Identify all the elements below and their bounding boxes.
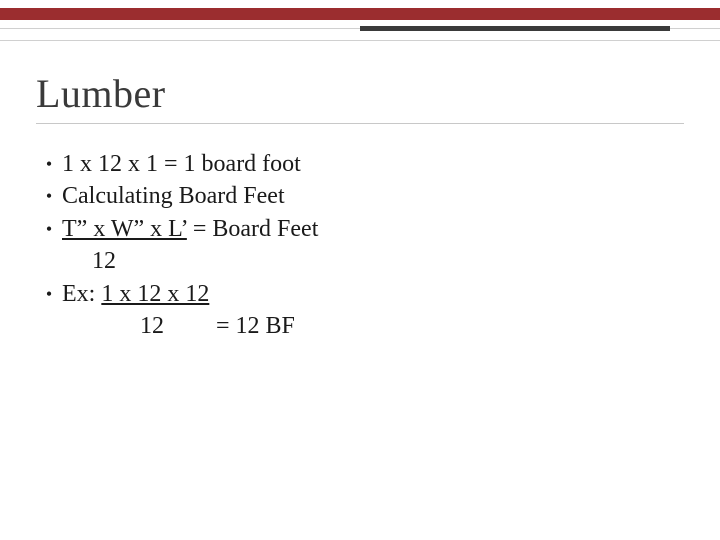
bullet-item-3: • T” x W” x L’ = Board Feet xyxy=(36,213,684,245)
accent-red-bar xyxy=(0,8,720,20)
example-numerator: 1 x 12 x 12 xyxy=(101,281,209,307)
bullet-marker-icon: • xyxy=(36,148,62,180)
bullet-item-4: • Ex: 1 x 12 x 12 xyxy=(36,278,684,310)
rule-line-2 xyxy=(0,40,720,41)
slide-body: • 1 x 12 x 1 = 1 board foot • Calculatin… xyxy=(36,148,684,342)
example-prefix: Ex: xyxy=(62,281,101,307)
bullet-text: Ex: 1 x 12 x 12 xyxy=(62,278,684,310)
formula-equals: = Board Feet xyxy=(187,216,319,242)
bullet-marker-icon: • xyxy=(36,213,62,245)
bullet-text: T” x W” x L’ = Board Feet xyxy=(62,213,684,245)
bullet-item-1: • 1 x 12 x 1 = 1 board foot xyxy=(36,148,684,180)
formula-denominator: 12 xyxy=(92,248,116,274)
example-denominator-row: 12= 12 BF xyxy=(36,310,684,342)
bullet-item-2: • Calculating Board Feet xyxy=(36,180,684,212)
slide-top-border xyxy=(0,0,720,48)
bullet-marker-icon: • xyxy=(36,180,62,212)
bullet-marker-icon: • xyxy=(36,278,62,310)
slide-title: Lumber xyxy=(36,70,684,124)
example-denominator: 12 xyxy=(140,313,164,339)
formula-numerator: T” x W” x L’ xyxy=(62,216,187,242)
slide-content: Lumber • 1 x 12 x 1 = 1 board foot • Cal… xyxy=(0,48,720,342)
bullet-text: Calculating Board Feet xyxy=(62,180,684,212)
example-result: = 12 BF xyxy=(164,310,295,342)
bullet-text: 1 x 12 x 1 = 1 board foot xyxy=(62,148,684,180)
formula-denominator-row: 12 xyxy=(36,245,684,277)
dark-segment-bar xyxy=(360,26,670,31)
